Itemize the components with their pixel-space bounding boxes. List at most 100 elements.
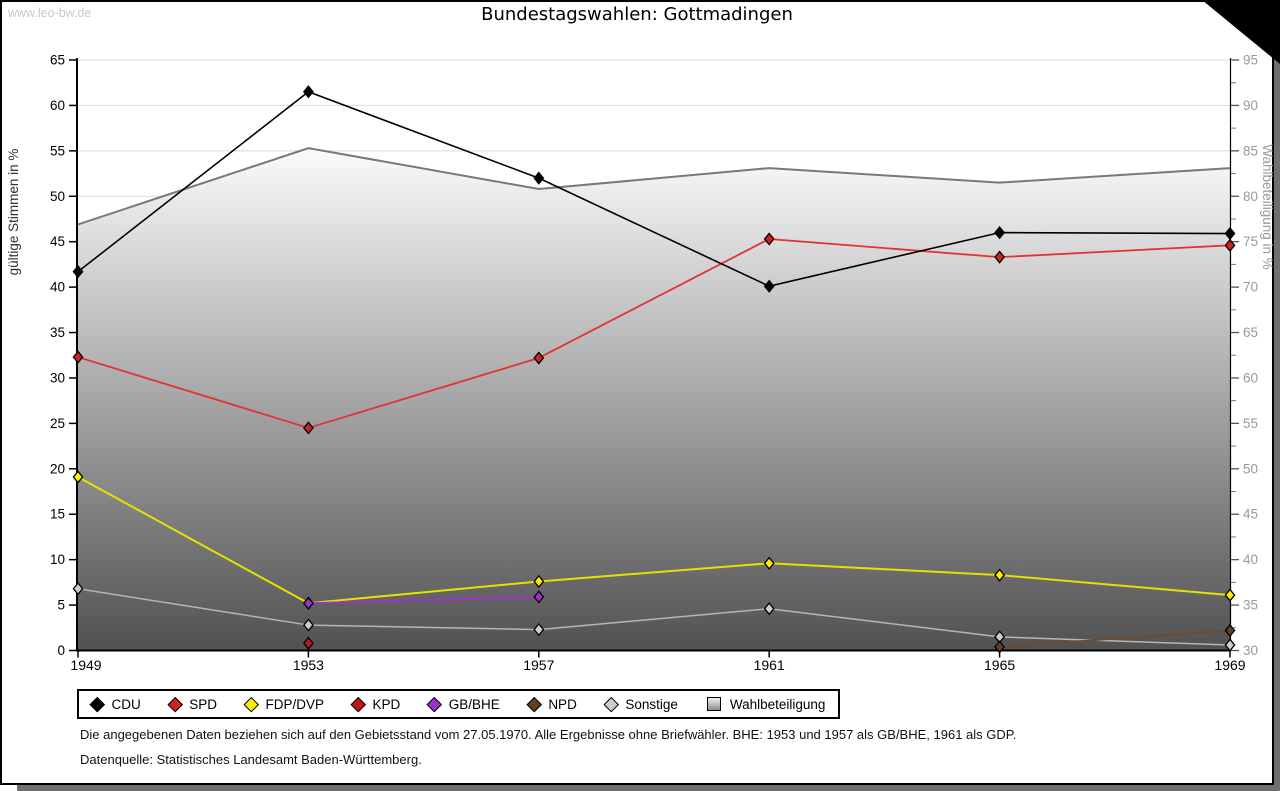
marker-npd-1965 <box>994 640 1006 654</box>
marker-sonstige-1957 <box>533 622 545 637</box>
marker-gb-bhe-1953 <box>302 596 314 610</box>
svg-text:1961: 1961 <box>754 657 785 673</box>
footnote-gebietsstand: Die angegebenen Daten beziehen sich auf … <box>80 727 1017 742</box>
svg-text:65: 65 <box>1243 325 1258 340</box>
svg-text:25: 25 <box>50 416 65 431</box>
svg-text:95: 95 <box>1243 53 1258 68</box>
svg-text:45: 45 <box>50 234 65 249</box>
svg-text:90: 90 <box>1243 98 1258 113</box>
legend-swatch-diamond-icon <box>89 696 105 712</box>
svg-text:1965: 1965 <box>984 657 1015 673</box>
election-line-chart: 0 5 10 15 20 25 30 35 40 45 50 55 60 65 gültige Stimme… <box>6 53 1275 674</box>
page-shadow-bottom <box>17 785 1280 791</box>
x-axis: 1949 1953 1957 1961 1965 1969 <box>70 651 1246 673</box>
marker-fdp-dvp-1969 <box>1224 588 1236 602</box>
chart-title: Bundestagswahlen: Gottmadingen <box>481 4 793 25</box>
legend-item-fdp-dvp: FDP/DVP <box>243 696 325 712</box>
marker-cdu-1965 <box>994 225 1006 240</box>
marker-cdu-1961 <box>763 279 775 293</box>
y-left-axis: 0 5 10 15 20 25 30 35 40 45 50 55 60 65 gültige Stimme… <box>6 53 76 658</box>
series-npd <box>994 623 1236 654</box>
legend-swatch-diamond-icon <box>243 696 259 712</box>
legend-label: NPD <box>548 696 577 712</box>
svg-text:1953: 1953 <box>293 657 324 673</box>
marker-sonstige-1961 <box>763 602 775 616</box>
legend-label: KPD <box>372 696 401 712</box>
svg-text:50: 50 <box>50 189 65 204</box>
svg-text:35: 35 <box>50 325 65 340</box>
marker-fdp-dvp-1949 <box>72 470 84 484</box>
series-kpd <box>302 636 314 650</box>
legend-swatch-diamond-icon <box>427 696 442 712</box>
legend-item-spd: SPD <box>167 696 218 712</box>
svg-text:65: 65 <box>50 53 65 68</box>
marker-fdp-dvp-1965 <box>994 568 1006 582</box>
svg-text:5: 5 <box>57 598 65 613</box>
svg-text:30: 30 <box>1243 643 1258 658</box>
series-cdu <box>72 85 1236 293</box>
marker-cdu-1969 <box>1224 226 1236 241</box>
series-gb-bhe <box>302 590 545 610</box>
legend-swatch-area-icon <box>706 697 721 711</box>
svg-text:70: 70 <box>1243 280 1258 295</box>
svg-text:30: 30 <box>50 370 65 385</box>
y-right-axis: 30 35 40 45 50 55 60 65 70 75 80 85 90 95 Wahlbeteilig… <box>1231 53 1275 658</box>
marker-spd-1949 <box>72 350 84 364</box>
chart-legend: CDU SPD FDP/DVP KPD GB/BHE NPD Sonstige Wahlbet… <box>77 689 841 719</box>
marker-fdp-dvp-1957 <box>533 574 545 589</box>
legend-label: SPD <box>189 696 218 712</box>
series-wahlbeteiligung <box>77 147 1231 651</box>
legend-item-gb-bhe: GB/BHE <box>427 696 500 712</box>
svg-text:75: 75 <box>1243 234 1258 249</box>
marker-spd-1961 <box>763 232 775 246</box>
legend-swatch-diamond-icon <box>603 696 619 712</box>
svg-text:45: 45 <box>1243 507 1258 522</box>
legend-swatch-diamond-icon <box>350 696 366 712</box>
svg-text:gültige Stimmen in %: gültige Stimmen in % <box>6 149 21 276</box>
svg-text:1969: 1969 <box>1214 657 1245 673</box>
svg-text:80: 80 <box>1243 189 1258 204</box>
svg-text:0: 0 <box>57 643 65 658</box>
legend-label: Wahlbeteiligung <box>729 696 826 712</box>
svg-text:40: 40 <box>1243 552 1258 567</box>
marker-spd-1965 <box>994 250 1006 264</box>
svg-text:35: 35 <box>1243 598 1258 613</box>
series-sonstige <box>72 582 1236 652</box>
legend-label: FDP/DVP <box>265 696 325 712</box>
legend-item-kpd: KPD <box>350 696 401 712</box>
svg-text:85: 85 <box>1243 143 1258 158</box>
svg-text:55: 55 <box>50 143 65 158</box>
marker-cdu-1949 <box>72 265 84 279</box>
legend-item-sonstige: Sonstige <box>603 696 678 712</box>
svg-text:10: 10 <box>50 552 65 567</box>
svg-text:50: 50 <box>1243 461 1258 476</box>
svg-text:60: 60 <box>50 98 65 113</box>
marker-spd-1957 <box>533 351 545 365</box>
marker-cdu-1953 <box>302 85 314 99</box>
marker-gb-bhe-1957 <box>533 590 545 604</box>
marker-sonstige-1953 <box>302 618 314 632</box>
marker-kpd-1953 <box>302 636 314 650</box>
watermark-leo-bw: www.leo-bw.de <box>8 6 92 20</box>
legend-label: CDU <box>111 696 141 712</box>
legend-label: GB/BHE <box>448 696 500 712</box>
svg-text:Wahlbeteiligung in %: Wahlbeteiligung in % <box>1260 144 1275 270</box>
marker-sonstige-1949 <box>72 582 84 596</box>
legend-item-wahlbeteiligung: Wahlbeteiligung <box>706 696 826 712</box>
svg-text:55: 55 <box>1243 416 1258 431</box>
marker-spd-1953 <box>302 421 314 435</box>
legend-item-npd: NPD <box>526 696 577 712</box>
series-spd <box>72 232 1236 435</box>
page-shadow-right <box>1274 36 1280 785</box>
svg-text:40: 40 <box>50 280 65 295</box>
svg-text:1957: 1957 <box>523 657 554 673</box>
marker-spd-1969 <box>1224 238 1236 252</box>
footnote-datenquelle: Datenquelle: Statistisches Landesamt Bad… <box>80 752 422 767</box>
legend-item-cdu: CDU <box>89 696 141 712</box>
svg-text:1949: 1949 <box>70 657 101 673</box>
svg-text:15: 15 <box>50 507 65 522</box>
marker-cdu-1957 <box>533 171 545 185</box>
marker-sonstige-1969 <box>1224 638 1236 652</box>
legend-label: Sonstige <box>625 696 678 712</box>
svg-text:60: 60 <box>1243 370 1258 385</box>
